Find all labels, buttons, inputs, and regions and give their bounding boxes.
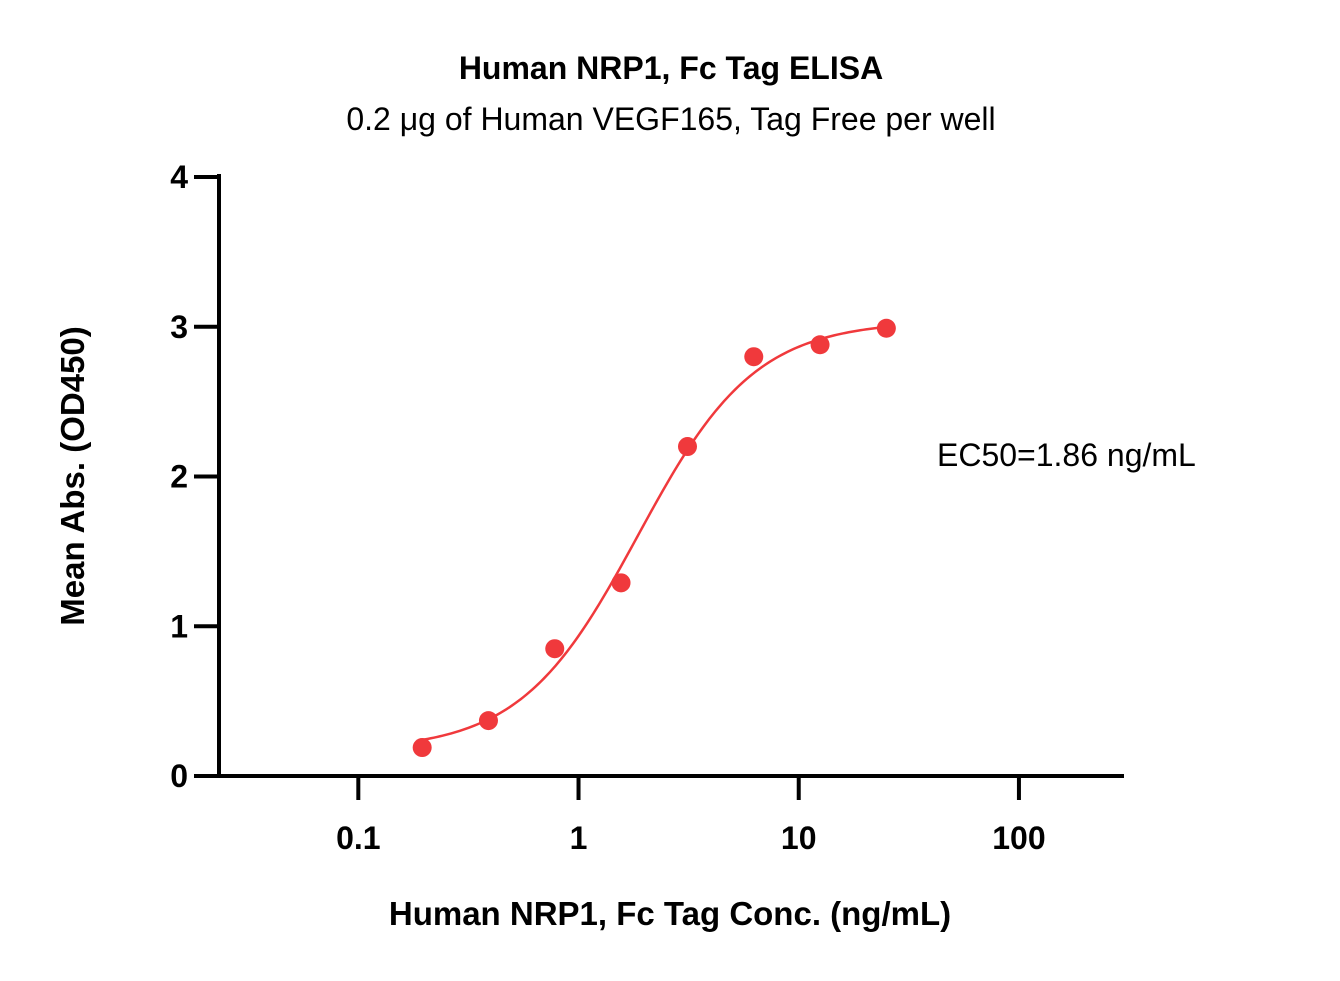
- x-tick-label: 1: [570, 820, 588, 856]
- y-tick-label: 2: [170, 459, 188, 495]
- y-tick-label: 1: [170, 608, 188, 644]
- y-tick-label: 0: [170, 758, 188, 794]
- x-tick-label: 0.1: [336, 820, 380, 856]
- data-point: [810, 335, 830, 355]
- data-point: [611, 573, 631, 593]
- plot-area: [412, 318, 896, 758]
- fit-curve: [421, 325, 887, 742]
- data-point: [876, 318, 896, 338]
- data-point: [744, 347, 764, 367]
- data-point: [478, 711, 498, 731]
- x-axis-title: Human NRP1, Fc Tag Conc. (ng/mL): [389, 895, 951, 932]
- chart-subtitle: 0.2 μg of Human VEGF165, Tag Free per we…: [346, 101, 995, 137]
- y-tick-label: 3: [170, 309, 188, 345]
- data-point: [677, 437, 697, 457]
- x-tick-label: 100: [992, 820, 1045, 856]
- axis-ticks: 0 1 2 3 4 0.1 1 10 100: [170, 159, 1045, 856]
- ec50-annotation: EC50=1.86 ng/mL: [937, 437, 1196, 473]
- y-axis-title: Mean Abs. (OD450): [54, 326, 91, 626]
- x-tick-label: 10: [781, 820, 817, 856]
- chart-title: Human NRP1, Fc Tag ELISA: [459, 50, 883, 86]
- data-point: [545, 639, 565, 659]
- y-tick-label: 4: [170, 159, 188, 195]
- data-point: [412, 738, 432, 758]
